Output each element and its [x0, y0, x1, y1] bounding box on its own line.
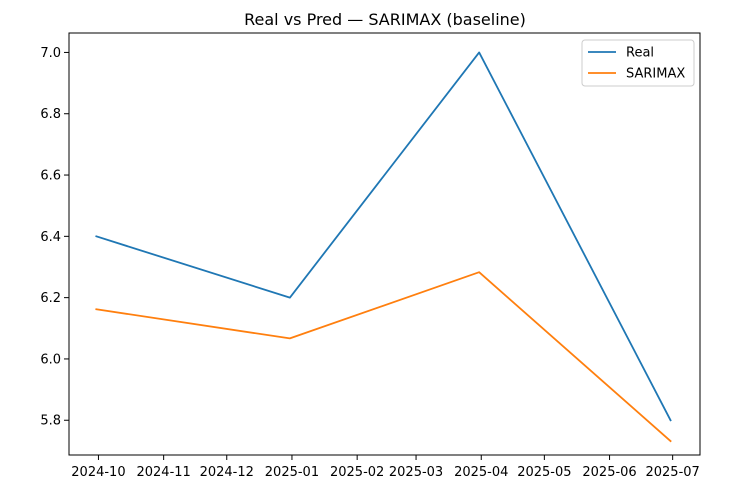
x-tick-label: 2025-02 [330, 465, 384, 480]
plot-frame [68, 32, 701, 456]
y-tick-label: 6.8 [40, 107, 61, 122]
x-tick-label: 2025-05 [517, 465, 571, 480]
y-tick-label: 6.2 [40, 291, 61, 306]
x-tick-label: 2025-07 [645, 465, 699, 480]
legend-label-sarimax: SARIMAX [626, 67, 685, 82]
x-tick-label: 2025-06 [582, 465, 636, 480]
x-tick-label: 2025-04 [454, 465, 508, 480]
x-tick-label: 2024-11 [136, 465, 190, 480]
x-tick-label: 2024-12 [200, 465, 254, 480]
legend: Real SARIMAX [581, 39, 695, 87]
series-line-sarimax [95, 271, 672, 443]
y-tick-label: 5.8 [40, 414, 61, 429]
y-tick-label: 7.0 [40, 46, 61, 61]
legend-label-real: Real [626, 46, 654, 61]
x-tick-label: 2024-10 [71, 465, 125, 480]
y-tick-label: 6.4 [40, 230, 61, 245]
x-tick-label: 2025-03 [389, 465, 443, 480]
x-tick-label: 2025-01 [265, 465, 319, 480]
y-tick-label: 6.0 [40, 352, 61, 367]
series-line-real [95, 51, 672, 422]
chart-title: Real vs Pred — SARIMAX (baseline) [244, 10, 526, 29]
y-tick-label: 6.6 [40, 169, 61, 184]
